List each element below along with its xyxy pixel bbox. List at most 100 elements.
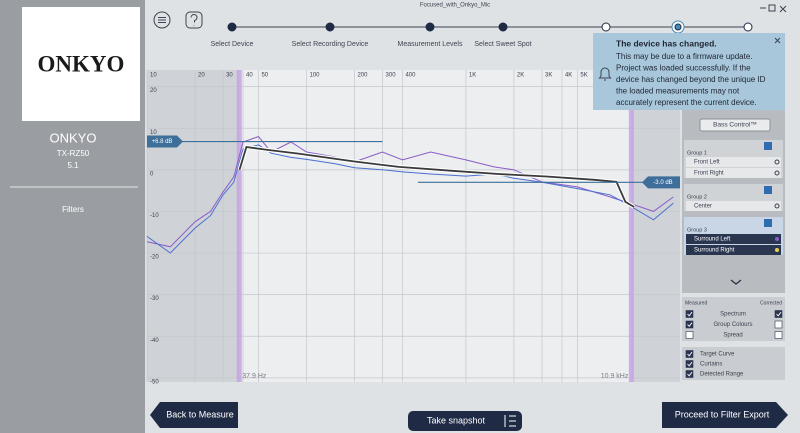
device-model: TX-RZ50 [57, 149, 90, 158]
gain-tag[interactable] [147, 135, 183, 148]
checkbox[interactable] [685, 360, 694, 368]
step-node[interactable] [498, 22, 508, 32]
checkbox[interactable] [685, 370, 694, 378]
notification-line: Project was loaded successfully. If the [616, 64, 751, 73]
window-controls[interactable] [760, 5, 787, 13]
x-tick-label: 2K [517, 73, 524, 79]
channel-dot [775, 248, 779, 252]
y-tick-label: -40 [150, 338, 159, 344]
menu-icon [158, 17, 166, 23]
range-label: 10.9 kHz [601, 373, 629, 380]
step-label[interactable]: Measurement Levels [398, 41, 463, 48]
range-edge[interactable] [628, 70, 634, 382]
option-label: Spectrum [720, 312, 746, 318]
group-edit[interactable] [764, 142, 772, 150]
channel-name: Surround Left [694, 237, 731, 243]
options: Measured Corrected Spectrum Group Colours Sp… [685, 300, 783, 378]
x-tick-label: 30 [226, 73, 233, 79]
gain-tag[interactable] [642, 176, 680, 189]
device-name: ONKYO [50, 130, 97, 145]
step-label[interactable]: Select Device [211, 41, 254, 48]
help-icon [190, 14, 198, 26]
toggles-panel [682, 347, 785, 380]
corrected-header: Corrected [760, 300, 782, 306]
x-tick-label: 3K [545, 73, 552, 79]
group-name: Group 1 [687, 150, 707, 156]
device-config: 5.1 [67, 161, 79, 170]
x-tick-label: 50 [261, 73, 268, 79]
group-edit[interactable] [764, 219, 772, 227]
step-node[interactable] [743, 22, 753, 32]
checkbox[interactable] [685, 350, 694, 358]
step-node[interactable] [674, 23, 682, 31]
channel-row[interactable] [686, 234, 781, 244]
checkbox[interactable] [774, 310, 783, 318]
notification-close[interactable] [774, 37, 781, 44]
group-edit[interactable] [764, 186, 772, 194]
channel-name: Center [694, 204, 712, 210]
channel-name: Surround Right [694, 248, 735, 254]
x-tick-label: 10 [150, 73, 157, 79]
check-mark [687, 311, 693, 317]
y-tick-label: 10 [150, 130, 157, 136]
channel-row[interactable] [686, 157, 781, 167]
y-tick-label: -10 [150, 213, 159, 219]
step-label[interactable]: Select Sweet Spot [474, 41, 531, 48]
proceed-button[interactable] [662, 402, 788, 428]
gain-label: +6.8 dB [152, 139, 173, 145]
notification-line: the loaded measurements may not [616, 87, 740, 96]
channel-dot [774, 159, 780, 165]
step-node[interactable] [325, 22, 335, 32]
scroll-down[interactable] [730, 279, 742, 285]
section-label[interactable]: Filters [62, 205, 84, 214]
x-tick-label: 1K [469, 73, 476, 79]
channel-dot [774, 170, 780, 176]
y-tick-label: -50 [150, 379, 159, 385]
check-mark [776, 311, 782, 317]
channel-row[interactable] [686, 168, 781, 178]
help-button[interactable] [185, 11, 203, 29]
snapshot-button[interactable] [408, 411, 522, 431]
x-tick-label: 400 [405, 73, 416, 79]
option-label: Group Colours [713, 322, 752, 328]
bass-control-button[interactable] [699, 118, 771, 132]
display-options [682, 297, 785, 341]
snapshot-button-label[interactable]: Take snapshot [427, 415, 486, 425]
check-mark [687, 351, 693, 357]
notification-line: This may be due to a firmware update. [616, 52, 753, 61]
proceed-button-label[interactable]: Proceed to Filter Export [675, 409, 770, 419]
toggle-label: Target Curve [700, 352, 735, 358]
back-button[interactable] [150, 402, 238, 428]
step-node[interactable] [227, 22, 237, 32]
y-tick-label: -30 [150, 296, 159, 302]
range-edge[interactable] [236, 70, 242, 382]
back-button-label[interactable]: Back to Measure [166, 409, 234, 419]
curtain-low [147, 70, 240, 382]
channel-name: Front Right [694, 171, 724, 177]
check-mark [687, 371, 693, 377]
window-title: Focused_with_Onkyo_Mic [420, 3, 490, 9]
curtain-high [631, 70, 680, 382]
channel-name: Front Left [694, 160, 720, 166]
channel-dot [774, 203, 780, 209]
x-tick-label: 40 [246, 73, 253, 79]
checkbox[interactable] [685, 310, 694, 318]
step-label[interactable]: Select Recording Device [292, 41, 369, 48]
menu-button[interactable] [153, 11, 171, 29]
checkbox[interactable] [774, 320, 783, 329]
step-node[interactable] [601, 22, 611, 32]
channel-row[interactable] [686, 201, 781, 211]
checkbox[interactable] [685, 331, 694, 339]
snapshot-icon [504, 415, 516, 427]
channel-row[interactable] [686, 245, 781, 255]
checkbox[interactable] [774, 331, 783, 339]
group-name: Group 2 [687, 194, 707, 200]
step-node[interactable] [425, 22, 435, 32]
checkbox[interactable] [685, 320, 694, 329]
maximize[interactable] [768, 4, 776, 12]
measured-header: Measured [685, 300, 707, 306]
x-tick-label: 100 [309, 73, 320, 79]
y-tick-label: -20 [150, 255, 159, 261]
x-tick-label: 20 [198, 73, 205, 79]
